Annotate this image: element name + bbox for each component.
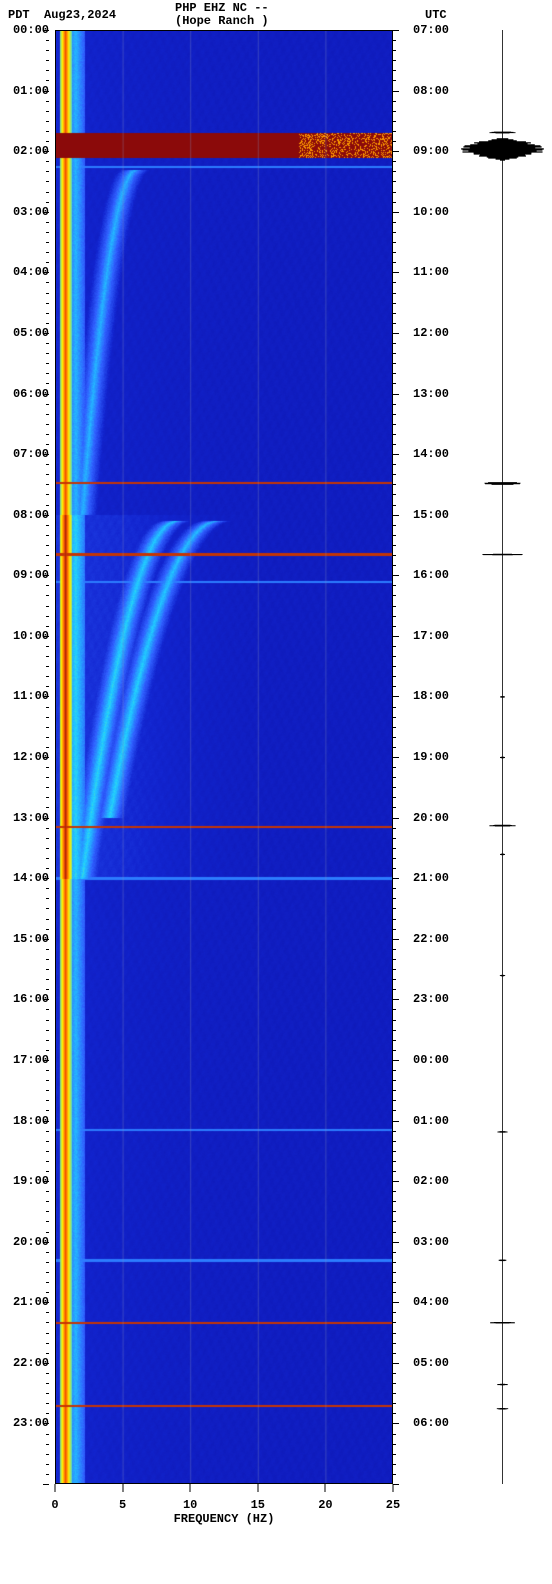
header: PDT Aug23,2024 PHP EHZ NC -- (Hope Ranch… bbox=[0, 0, 552, 28]
header-right: UTC bbox=[425, 8, 447, 22]
y-right-tick-label: 10:00 bbox=[413, 205, 449, 219]
y-right-tick-label: 08:00 bbox=[413, 84, 449, 98]
y-right-tick-label: 09:00 bbox=[413, 144, 449, 158]
y-right-tick-label: 20:00 bbox=[413, 811, 449, 825]
x-tick-mark bbox=[122, 1484, 123, 1492]
x-tick-label: 10 bbox=[183, 1498, 197, 1512]
y-right-tick-label: 03:00 bbox=[413, 1235, 449, 1249]
y-right-tick-label: 07:00 bbox=[413, 23, 449, 37]
y-axis-right-labels: 07:0008:0009:0010:0011:0012:0013:0014:00… bbox=[393, 30, 453, 1484]
header-center: PHP EHZ NC -- (Hope Ranch ) bbox=[175, 2, 269, 28]
y-right-tick-label: 13:00 bbox=[413, 387, 449, 401]
y-right-tick-label: 23:00 bbox=[413, 992, 449, 1006]
x-axis-label: FREQUENCY (HZ) bbox=[174, 1512, 275, 1526]
x-tick-label: 15 bbox=[251, 1498, 265, 1512]
plot-border bbox=[55, 30, 56, 1484]
y-right-tick-label: 01:00 bbox=[413, 1114, 449, 1128]
y-right-tick-label: 00:00 bbox=[413, 1053, 449, 1067]
x-tick-label: 25 bbox=[386, 1498, 400, 1512]
y-right-tick-label: 18:00 bbox=[413, 689, 449, 703]
tz-left: PDT bbox=[8, 8, 30, 22]
seismogram-svg bbox=[460, 30, 545, 1484]
seismogram-trace bbox=[460, 30, 545, 1484]
y-right-tick-label: 12:00 bbox=[413, 326, 449, 340]
y-right-tick-label: 14:00 bbox=[413, 447, 449, 461]
y-right-tick-label: 04:00 bbox=[413, 1295, 449, 1309]
plot-border bbox=[55, 1483, 393, 1484]
tz-right: UTC bbox=[425, 8, 447, 22]
x-tick-mark bbox=[325, 1484, 326, 1492]
station-name: (Hope Ranch ) bbox=[175, 15, 269, 28]
x-tick-mark bbox=[393, 1484, 394, 1492]
y-right-tick-label: 06:00 bbox=[413, 1416, 449, 1430]
spectrogram-canvas bbox=[55, 30, 393, 1484]
y-right-tick-label: 22:00 bbox=[413, 932, 449, 946]
spectrogram-plot bbox=[55, 30, 393, 1484]
x-tick-mark bbox=[257, 1484, 258, 1492]
date-left: Aug23,2024 bbox=[44, 8, 116, 22]
x-tick-label: 20 bbox=[318, 1498, 332, 1512]
header-left: PDT Aug23,2024 bbox=[8, 8, 116, 22]
x-tick-mark bbox=[190, 1484, 191, 1492]
x-tick-label: 5 bbox=[119, 1498, 126, 1512]
y-right-tick-label: 16:00 bbox=[413, 568, 449, 582]
page: PDT Aug23,2024 PHP EHZ NC -- (Hope Ranch… bbox=[0, 0, 552, 1584]
y-right-tick-label: 05:00 bbox=[413, 1356, 449, 1370]
y-right-tick-label: 15:00 bbox=[413, 508, 449, 522]
plot-border bbox=[55, 30, 393, 31]
x-tick-mark bbox=[55, 1484, 56, 1492]
y-right-tick-label: 02:00 bbox=[413, 1174, 449, 1188]
y-right-tick-label: 17:00 bbox=[413, 629, 449, 643]
plot-border bbox=[392, 30, 393, 1484]
x-tick-label: 0 bbox=[51, 1498, 58, 1512]
y-right-tick-label: 11:00 bbox=[413, 265, 449, 279]
y-right-tick-label: 19:00 bbox=[413, 750, 449, 764]
y-right-tick-label: 21:00 bbox=[413, 871, 449, 885]
